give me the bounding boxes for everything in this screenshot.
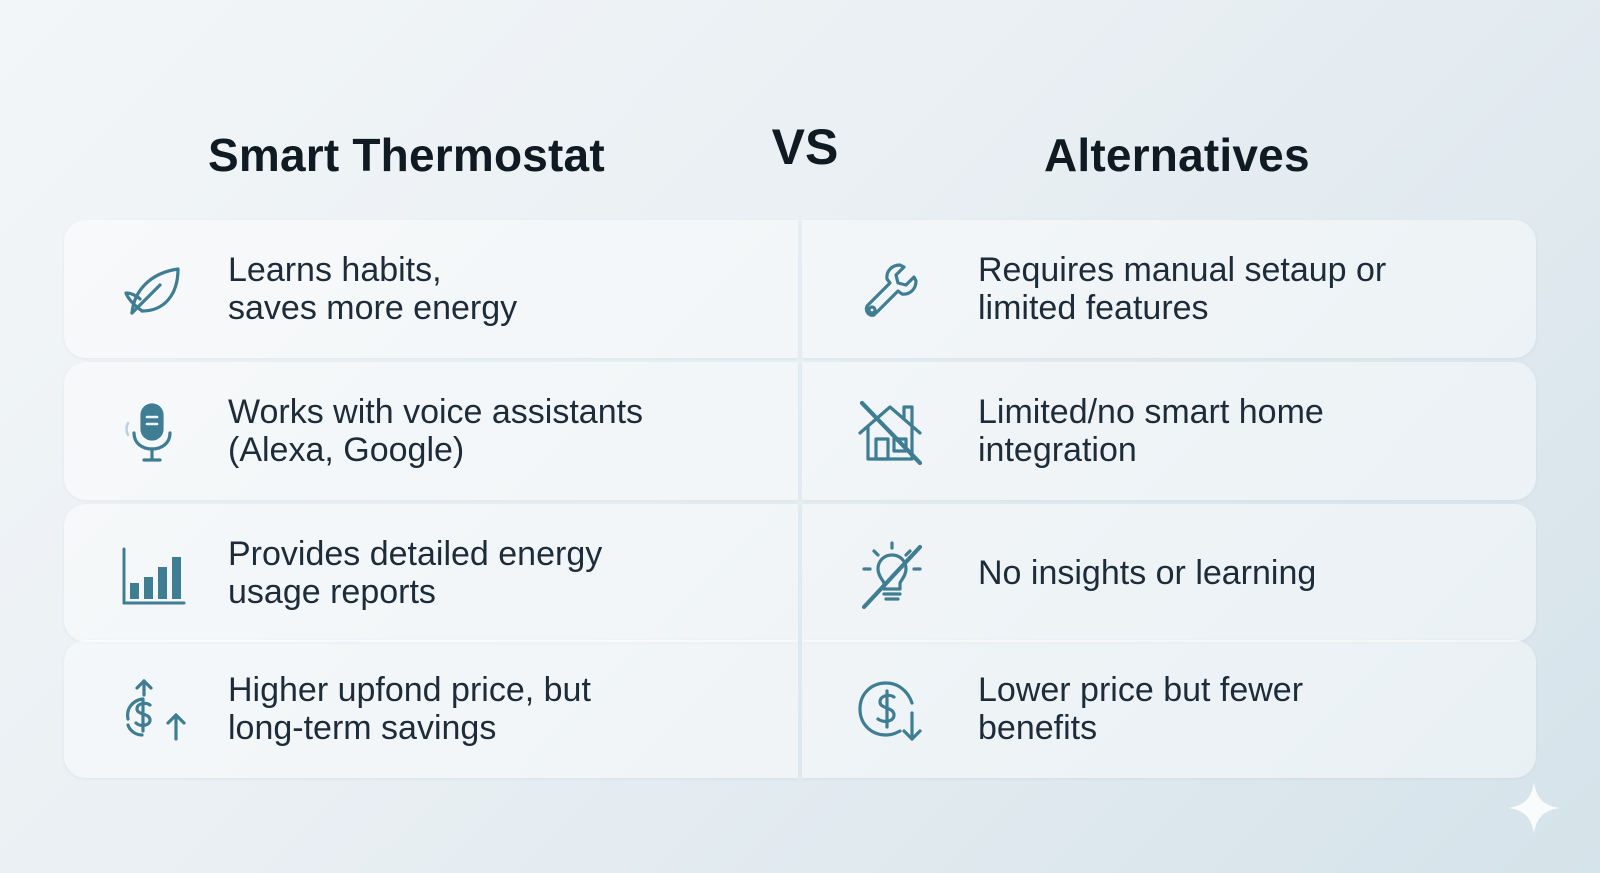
feature-line-2: saves more energy: [228, 289, 518, 327]
comparison-header: Smart Thermostat VS Alternatives: [0, 112, 1600, 192]
feature-line-1: Learns habits,: [228, 251, 442, 289]
comparison-row: Works with voice assistants (Alexa, Goog…: [64, 362, 1536, 500]
leaf-icon: [116, 255, 188, 327]
comparison-table: Learns habits, saves more energy Require…: [64, 220, 1536, 788]
comparison-row: Provides detailed energy usage reports: [64, 504, 1536, 642]
alternative-text: No insights or learning: [978, 504, 1518, 642]
alternative-text: Limited/no smart home integration: [978, 362, 1518, 500]
alternative-line-2: benefits: [978, 709, 1098, 747]
feature-text: Learns habits, saves more energy: [228, 220, 768, 358]
smart-thermostat-title: Smart Thermostat: [208, 129, 605, 181]
alternative-line-1: Lower price but fewer: [978, 671, 1304, 709]
price-up-icon: [116, 675, 188, 747]
comparison-row: Learns habits, saves more energy Require…: [64, 220, 1536, 358]
feature-text: Provides detailed energy usage reports: [228, 504, 768, 642]
feature-text: Works with voice assistants (Alexa, Goog…: [228, 362, 768, 500]
price-down-icon: [854, 675, 926, 747]
microphone-icon: [116, 397, 188, 469]
alternative-text: Lower price but fewer benefits: [978, 640, 1518, 778]
smart-thermostat-cell: Works with voice assistants (Alexa, Goog…: [64, 362, 798, 500]
vs-label: VS: [771, 119, 839, 175]
alternatives-title: Alternatives: [1044, 129, 1310, 181]
feature-line-1: Provides detailed energy: [228, 535, 603, 573]
alternatives-cell: No insights or learning: [802, 504, 1536, 642]
smart-thermostat-cell: Higher upfond price, but long-term savin…: [64, 640, 798, 778]
feature-line-2: (Alexa, Google): [228, 431, 465, 469]
feature-text: Higher upfond price, but long-term savin…: [228, 640, 768, 778]
feature-line-2: usage reports: [228, 573, 436, 611]
sparkle-icon: [1506, 780, 1562, 836]
alternative-line-2: integration: [978, 431, 1137, 469]
alternative-line-2: limited features: [978, 289, 1209, 327]
feature-line-1: Higher upfond price, but: [228, 671, 591, 709]
feature-line-2: long-term savings: [228, 709, 497, 747]
no-lightbulb-icon: [854, 539, 926, 611]
bar-chart-icon: [116, 539, 188, 611]
alternative-line-1: Limited/no smart home: [978, 393, 1324, 431]
alternatives-cell: Lower price but fewer benefits: [802, 640, 1536, 778]
no-smart-home-icon: [854, 397, 926, 469]
alternatives-cell: Requires manual setaup or limited featur…: [802, 220, 1536, 358]
alternative-line-1: Requires manual setaup or: [978, 251, 1387, 289]
smart-thermostat-cell: Provides detailed energy usage reports: [64, 504, 798, 642]
comparison-row: Higher upfond price, but long-term savin…: [64, 640, 1536, 778]
wrench-icon: [854, 255, 926, 327]
alternative-text: Requires manual setaup or limited featur…: [978, 220, 1518, 358]
feature-line-1: Works with voice assistants: [228, 393, 644, 431]
smart-thermostat-cell: Learns habits, saves more energy: [64, 220, 798, 358]
alternatives-cell: Limited/no smart home integration: [802, 362, 1536, 500]
alternative-line-1: No insights or learning: [978, 554, 1317, 592]
